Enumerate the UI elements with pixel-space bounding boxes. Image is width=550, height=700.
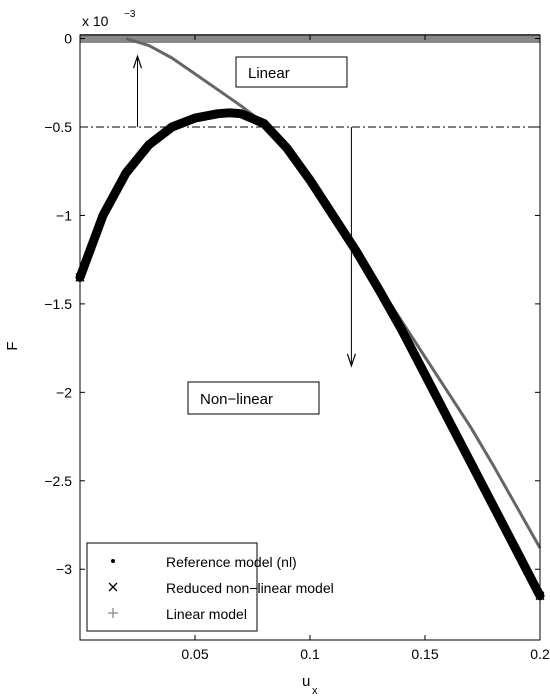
y-tick-label: −2.5 — [44, 473, 72, 489]
legend-x-marker — [108, 582, 118, 592]
arrow-down — [346, 126, 356, 368]
legend-label-reduced: Reduced non−linear model — [166, 580, 334, 596]
legend-item-linear: Linear model — [108, 606, 247, 622]
linear-annotation: Linear — [235, 56, 348, 88]
legend-box — [86, 542, 258, 632]
arrow-layer — [132, 54, 356, 368]
x-axis-title-main: u — [302, 673, 310, 690]
nonlinear-annotation-label: Non−linear — [200, 391, 273, 408]
y-tick-label: −0.5 — [44, 119, 72, 135]
y-tick-label: −3 — [56, 561, 72, 577]
x-tick-label: 0.1 — [300, 646, 320, 662]
y-tick-label: 0 — [64, 31, 72, 47]
legend-label-reference: Reference model (nl) — [166, 554, 297, 570]
legend-label-linear: Linear model — [166, 606, 247, 622]
y-axis-title: F — [4, 341, 21, 350]
arrow-up — [132, 54, 143, 127]
nonlinear-annotation: Non−linear — [187, 381, 320, 415]
x-tick-label: 0.2 — [530, 646, 550, 662]
linear-annotation-label: Linear — [248, 65, 290, 82]
arrow-head — [346, 353, 356, 368]
legend-item-reduced: Reduced non−linear model — [108, 580, 334, 596]
x-axis-title-subscript: x — [312, 685, 318, 697]
y-tick-label: −2 — [56, 384, 72, 400]
y-exponent-power: −3 — [124, 9, 136, 20]
y-exponent-base: x 10 — [82, 13, 109, 29]
x-axis-title: u x — [302, 673, 318, 697]
legend-dot-marker — [111, 559, 115, 563]
y-exponent: x 10 −3 — [82, 9, 136, 29]
x-tick-label: 0.15 — [411, 646, 438, 662]
arrow-head — [132, 54, 143, 69]
y-tick-label: −1.5 — [44, 296, 72, 312]
legend-item-reference: Reference model (nl) — [111, 554, 297, 570]
legend: Reference model (nl) Reduced non−linear … — [86, 542, 334, 632]
y-tick-label: −1 — [56, 207, 72, 223]
legend-plus-marker — [108, 608, 118, 618]
x-tick-label: 0.05 — [181, 646, 208, 662]
series-reduced-nonlinear-model — [75, 108, 545, 601]
axis-layer: 0.05 0.1 0.15 0.2 0 −0.5 −1 −1.5 −2 −2.5 −3 — [44, 31, 550, 662]
